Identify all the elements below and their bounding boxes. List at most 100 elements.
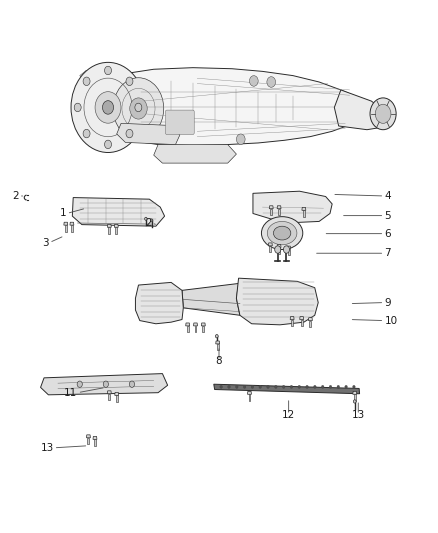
Circle shape — [298, 385, 300, 389]
Circle shape — [126, 77, 133, 85]
Bar — [94, 439, 96, 446]
Text: 13: 13 — [40, 443, 53, 453]
Circle shape — [103, 381, 109, 387]
Circle shape — [130, 98, 147, 119]
Polygon shape — [247, 391, 251, 394]
Circle shape — [251, 385, 254, 389]
Polygon shape — [154, 144, 237, 163]
Circle shape — [95, 92, 121, 123]
Circle shape — [345, 385, 347, 389]
Circle shape — [314, 385, 316, 389]
Circle shape — [71, 62, 145, 152]
Polygon shape — [253, 191, 332, 223]
Bar — [115, 227, 117, 233]
Polygon shape — [300, 317, 304, 319]
Bar — [248, 394, 251, 401]
Polygon shape — [135, 282, 184, 324]
Text: 5: 5 — [385, 211, 391, 221]
Circle shape — [215, 335, 218, 338]
Polygon shape — [287, 246, 290, 249]
Polygon shape — [214, 384, 360, 394]
Text: 4: 4 — [385, 191, 391, 201]
Text: 3: 3 — [42, 238, 49, 248]
Polygon shape — [80, 113, 106, 128]
Circle shape — [267, 77, 276, 87]
Polygon shape — [107, 224, 111, 227]
Circle shape — [290, 385, 293, 389]
Circle shape — [228, 385, 230, 389]
Polygon shape — [115, 392, 119, 395]
Bar — [194, 326, 197, 332]
Bar — [303, 211, 305, 216]
Text: 11: 11 — [64, 387, 78, 398]
Circle shape — [275, 246, 281, 253]
FancyBboxPatch shape — [166, 110, 194, 134]
Ellipse shape — [261, 216, 303, 249]
Circle shape — [113, 78, 164, 139]
Bar — [291, 319, 293, 326]
Circle shape — [83, 77, 90, 85]
Polygon shape — [182, 284, 240, 316]
Circle shape — [105, 140, 112, 149]
Polygon shape — [114, 224, 118, 227]
Circle shape — [74, 103, 81, 112]
Bar — [88, 438, 89, 444]
Circle shape — [283, 385, 285, 389]
Circle shape — [250, 76, 258, 86]
Polygon shape — [93, 437, 97, 439]
Circle shape — [375, 104, 391, 123]
Polygon shape — [290, 317, 294, 319]
Polygon shape — [86, 435, 90, 438]
Polygon shape — [41, 374, 168, 395]
Circle shape — [283, 246, 290, 253]
Circle shape — [259, 385, 261, 389]
Polygon shape — [194, 323, 198, 326]
Text: 7: 7 — [385, 248, 391, 259]
Bar — [309, 320, 311, 327]
Polygon shape — [277, 245, 281, 247]
Text: 10: 10 — [385, 316, 398, 326]
Bar — [301, 319, 303, 326]
Bar — [278, 247, 280, 254]
Bar — [288, 249, 290, 255]
Circle shape — [353, 385, 355, 389]
Polygon shape — [277, 206, 281, 209]
Polygon shape — [86, 68, 382, 146]
Circle shape — [102, 101, 113, 114]
Bar — [269, 246, 271, 252]
Text: 1: 1 — [60, 208, 67, 219]
Polygon shape — [334, 90, 385, 130]
Polygon shape — [107, 391, 111, 394]
Text: 12: 12 — [282, 410, 295, 420]
Text: 13: 13 — [352, 410, 365, 420]
Circle shape — [150, 219, 153, 222]
Bar — [108, 227, 110, 233]
Polygon shape — [70, 222, 74, 225]
Bar — [108, 394, 110, 400]
Polygon shape — [117, 123, 180, 144]
Polygon shape — [353, 391, 357, 394]
Circle shape — [321, 385, 324, 389]
Polygon shape — [72, 198, 165, 226]
Ellipse shape — [273, 226, 291, 240]
Circle shape — [306, 385, 308, 389]
Bar — [270, 209, 272, 215]
Circle shape — [275, 385, 277, 389]
Circle shape — [243, 385, 246, 389]
Circle shape — [353, 400, 356, 403]
Circle shape — [370, 98, 396, 130]
Polygon shape — [302, 207, 306, 211]
Polygon shape — [80, 70, 106, 86]
Polygon shape — [237, 278, 318, 325]
Circle shape — [267, 385, 269, 389]
Bar — [202, 326, 204, 332]
Text: 2: 2 — [12, 191, 19, 201]
Circle shape — [126, 130, 133, 138]
Circle shape — [135, 103, 142, 112]
Polygon shape — [201, 323, 205, 326]
Bar — [217, 344, 219, 350]
Circle shape — [236, 385, 238, 389]
Polygon shape — [308, 318, 312, 320]
Bar — [65, 225, 67, 231]
Circle shape — [77, 381, 82, 387]
